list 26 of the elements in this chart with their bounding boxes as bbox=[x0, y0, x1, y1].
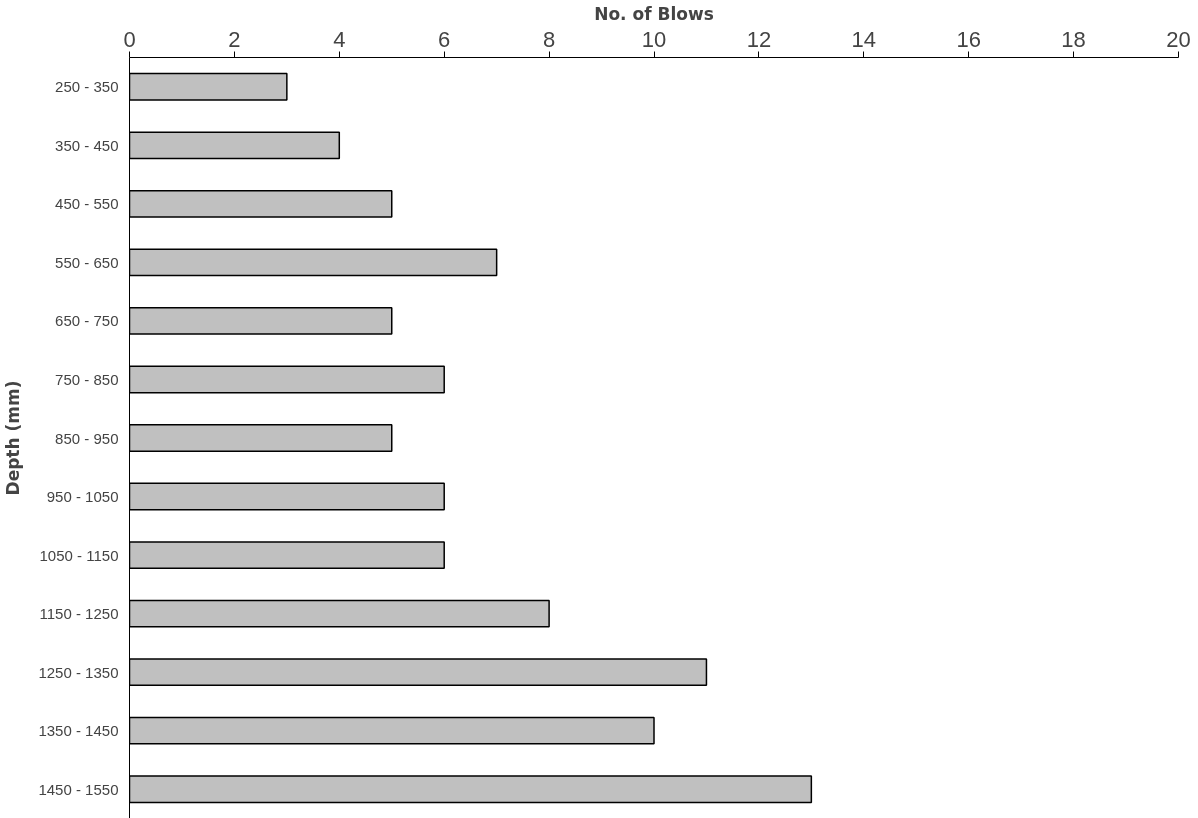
x-tick-label: 18 bbox=[1061, 26, 1086, 52]
y-tick-label: 550 - 650 bbox=[55, 253, 119, 271]
y-tick-label: 1350 - 1450 bbox=[38, 722, 119, 740]
x-tick-label: 2 bbox=[228, 26, 241, 52]
y-tick-label: 1250 - 1350 bbox=[38, 663, 119, 681]
x-axis-title: No. of Blows bbox=[594, 3, 714, 24]
x-tick-label: 6 bbox=[438, 26, 451, 52]
x-tick-label: 20 bbox=[1166, 26, 1191, 52]
x-tick-label: 14 bbox=[851, 26, 877, 52]
y-tick-label: 1050 - 1150 bbox=[39, 546, 119, 564]
y-tick-label: 950 - 1050 bbox=[46, 488, 119, 506]
y-tick-label: 1450 - 1550 bbox=[38, 780, 119, 798]
y-tick-label: 250 - 350 bbox=[55, 78, 119, 96]
y-tick-label: 450 - 550 bbox=[55, 195, 119, 213]
y-tick-label: 650 - 750 bbox=[55, 312, 119, 330]
y-tick-label: 850 - 950 bbox=[55, 429, 119, 447]
y-tick-label: 350 - 450 bbox=[55, 136, 119, 154]
y-axis-title: Depth (mm) bbox=[3, 380, 24, 496]
x-tick-label: 0 bbox=[123, 26, 136, 52]
x-tick-label: 10 bbox=[641, 26, 667, 52]
y-tick-label: 1150 - 1250 bbox=[39, 605, 119, 623]
x-tick-label: 12 bbox=[746, 26, 772, 52]
y-tick-label: 750 - 850 bbox=[55, 370, 119, 388]
x-tick-label: 8 bbox=[542, 26, 556, 52]
x-tick-label: 4 bbox=[333, 26, 346, 52]
x-tick-label: 16 bbox=[956, 26, 981, 52]
